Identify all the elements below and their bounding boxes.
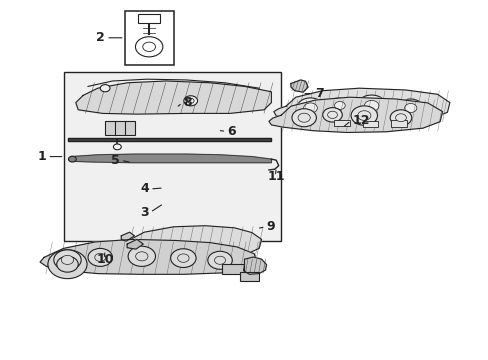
Text: 3: 3: [140, 206, 149, 219]
Bar: [222, 264, 244, 274]
Text: 11: 11: [267, 170, 285, 183]
Bar: [63, 72, 281, 241]
Circle shape: [296, 98, 324, 118]
Circle shape: [389, 110, 411, 126]
Text: 1: 1: [38, 150, 46, 163]
Bar: [362, 121, 378, 127]
Bar: [124, 121, 135, 135]
Bar: [390, 120, 406, 127]
Circle shape: [357, 111, 370, 120]
Polygon shape: [68, 138, 271, 141]
Circle shape: [297, 113, 309, 122]
Bar: [371, 111, 388, 118]
Circle shape: [395, 114, 406, 122]
Circle shape: [303, 103, 317, 113]
Bar: [138, 14, 160, 23]
Circle shape: [170, 249, 196, 267]
Circle shape: [61, 255, 74, 265]
Circle shape: [187, 98, 194, 103]
Circle shape: [100, 85, 110, 92]
Circle shape: [95, 253, 105, 261]
Text: 10: 10: [96, 253, 114, 266]
Bar: [239, 272, 259, 281]
Circle shape: [183, 96, 197, 106]
Polygon shape: [71, 154, 271, 163]
Circle shape: [356, 95, 386, 117]
Circle shape: [328, 98, 350, 113]
Text: 6: 6: [227, 125, 236, 138]
Polygon shape: [290, 80, 307, 92]
Polygon shape: [127, 239, 143, 249]
Text: 2: 2: [96, 31, 105, 44]
Circle shape: [48, 250, 87, 279]
Circle shape: [364, 100, 378, 111]
Bar: [342, 110, 359, 117]
Circle shape: [57, 256, 78, 272]
Polygon shape: [76, 81, 271, 114]
Circle shape: [88, 248, 112, 266]
Polygon shape: [273, 88, 449, 123]
Text: 5: 5: [111, 154, 120, 167]
Circle shape: [334, 102, 345, 109]
Text: 12: 12: [351, 114, 369, 127]
Circle shape: [113, 144, 121, 150]
Circle shape: [54, 250, 81, 270]
Circle shape: [135, 37, 163, 57]
Circle shape: [214, 256, 225, 264]
Circle shape: [327, 111, 337, 118]
Circle shape: [291, 109, 316, 127]
Circle shape: [350, 106, 377, 125]
Circle shape: [68, 156, 76, 162]
Polygon shape: [268, 97, 442, 132]
Bar: [400, 111, 417, 118]
Text: 9: 9: [266, 220, 275, 233]
Bar: [333, 120, 349, 126]
Polygon shape: [118, 226, 261, 257]
Polygon shape: [40, 239, 256, 274]
Bar: [115, 121, 125, 135]
Circle shape: [135, 252, 148, 261]
Circle shape: [398, 99, 422, 117]
Circle shape: [128, 246, 155, 266]
Polygon shape: [243, 257, 266, 274]
Polygon shape: [121, 232, 134, 241]
Circle shape: [322, 108, 342, 122]
Bar: [105, 121, 116, 135]
Text: 7: 7: [315, 87, 324, 100]
Circle shape: [404, 104, 416, 112]
Circle shape: [177, 254, 189, 262]
Circle shape: [207, 251, 232, 269]
Text: 4: 4: [140, 183, 149, 195]
Bar: [124, 11, 173, 65]
Text: 8: 8: [183, 96, 192, 109]
Circle shape: [142, 42, 155, 51]
